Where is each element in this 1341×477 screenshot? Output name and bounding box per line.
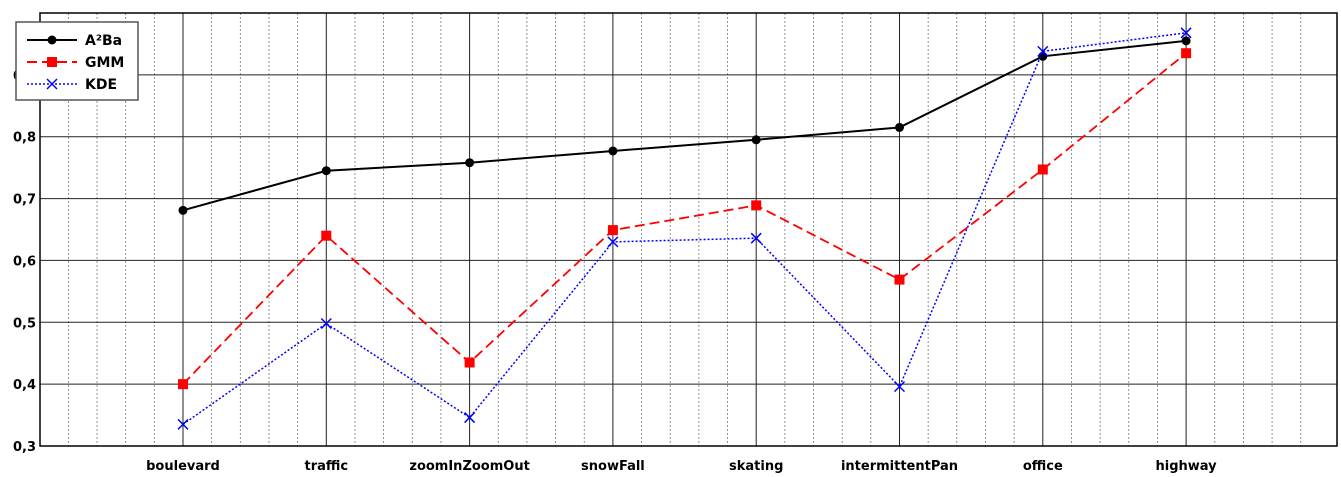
legend-label-gmm: GMM: [85, 55, 124, 71]
legend: A²Ba GMM KDE: [15, 21, 139, 101]
data-point: [893, 381, 906, 393]
series-layer: [177, 27, 1192, 430]
x-axis-tick-labels: boulevard traffic zoomInZoomOut snowFall ska…: [146, 459, 1217, 474]
data-point: [1037, 45, 1049, 57]
series-line-aba: [182, 39, 1187, 212]
data-point: [751, 200, 762, 211]
data-point: [465, 158, 475, 168]
y-tick-label: 0,3: [13, 440, 36, 455]
legend-item-a2ba: A²Ba: [27, 33, 122, 49]
data-point: [1037, 164, 1048, 175]
y-axis-tick-labels: 0,30,40,50,60,70,80,9: [13, 69, 36, 455]
x-tick-label: snowFall: [581, 459, 645, 474]
series-line-kde: [182, 32, 1187, 425]
data-point: [751, 135, 761, 145]
data-point: [177, 418, 189, 430]
y-tick-label: 0,4: [13, 378, 36, 393]
x-tick-label: intermittentPan: [841, 459, 958, 474]
y-tick-label: 0,8: [13, 131, 36, 146]
series-gmm: [178, 48, 1192, 390]
data-point: [1180, 27, 1192, 39]
x-tick-label: zoomInZoomOut: [409, 459, 529, 474]
legend-label-a2ba: A²Ba: [85, 33, 122, 49]
legend-marker-a2ba: [47, 35, 57, 45]
data-point: [320, 317, 332, 330]
x-tick-label: office: [1023, 459, 1063, 474]
series-kde: [177, 27, 1192, 430]
data-point: [464, 357, 475, 368]
data-point: [321, 166, 331, 176]
data-point: [607, 225, 618, 236]
legend-marker-gmm: [47, 57, 57, 67]
x-tick-label: skating: [729, 459, 783, 474]
legend-item-kde: KDE: [27, 77, 117, 93]
x-tick-label: boulevard: [146, 459, 220, 474]
data-point: [608, 146, 618, 156]
legend-marker-kde: [46, 78, 58, 90]
y-tick-label: 0,5: [13, 316, 36, 331]
data-point: [750, 232, 762, 244]
data-point: [894, 274, 905, 285]
legend-item-gmm: GMM: [27, 55, 124, 71]
data-point: [895, 122, 904, 132]
data-point: [607, 236, 619, 248]
legend-label-kde: KDE: [85, 77, 117, 93]
data-point: [1181, 48, 1192, 59]
x-tick-label: traffic: [304, 459, 348, 474]
series-line-gmm: [182, 52, 1187, 385]
data-point: [178, 379, 188, 390]
y-tick-label: 0,7: [13, 193, 36, 208]
plot-frame: [39, 12, 1338, 447]
data-point: [178, 205, 188, 215]
x-tick-label: highway: [1156, 459, 1218, 474]
data-point: [1181, 36, 1191, 46]
data-point: [464, 412, 476, 424]
y-tick-label: 0,6: [13, 254, 36, 269]
data-point: [321, 230, 332, 241]
